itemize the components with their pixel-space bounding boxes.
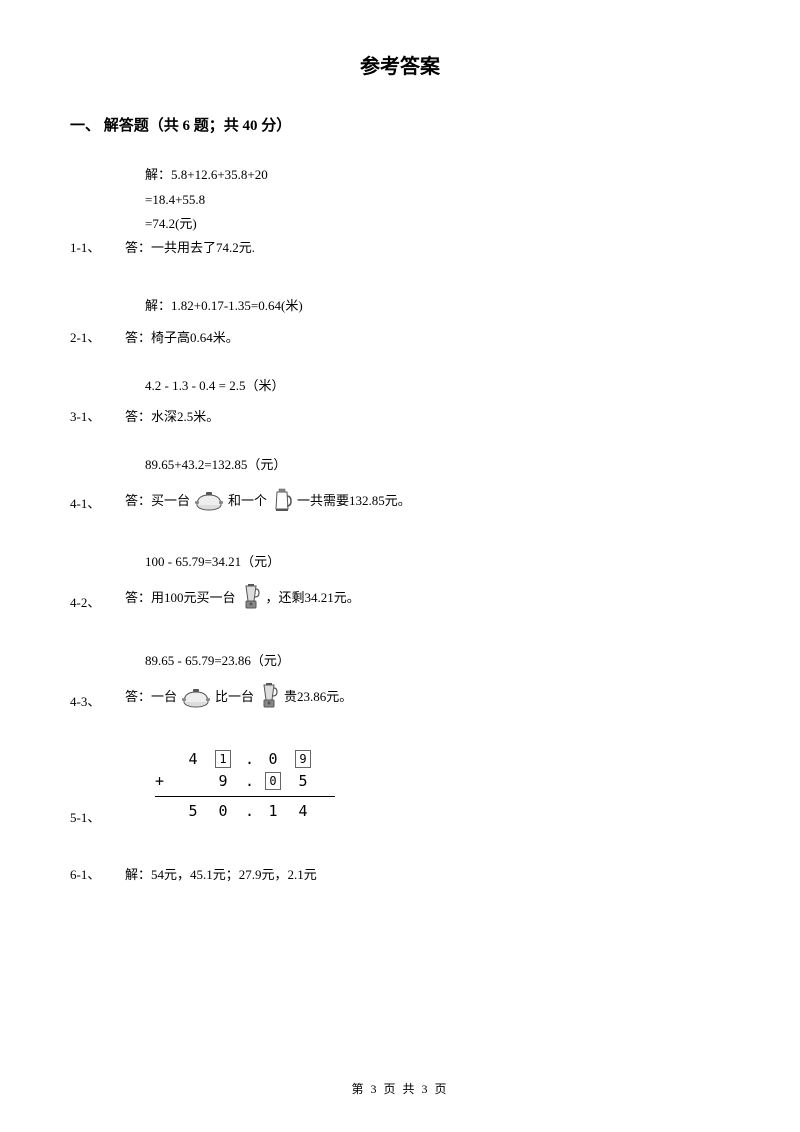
kettle-icon [271,486,293,512]
q5-r3c4: 1 [265,800,281,823]
q5-r2c5: 5 [295,770,311,793]
blender-icon [240,583,262,611]
q4-3-line1: 89.65 - 65.79=23.86（元） [145,649,730,674]
q5-r1c4: 0 [265,748,281,771]
q5-row1: 4 1 . 0 9 [155,748,730,771]
q4-1-line2: 答：买一台 和一个 一共需要132.85元。 [125,486,411,512]
q3-label: 3-1、 [70,406,125,425]
section-header: 一、 解答题（共 6 题；共 40 分） [70,114,730,135]
q5-r1c1: 4 [185,748,201,771]
q5-r3c5: 4 [295,800,311,823]
q5-row2: + 9 . 0 5 [155,770,730,793]
q5-r2c4-box: 0 [265,772,281,790]
q1-line2: =18.4+55.8 [145,188,730,213]
q4-3-text-a: 答：一台 [125,686,177,705]
q1-line3: =74.2(元) [145,212,730,237]
q4-2-label: 4-2、 [70,592,125,611]
answer-q5: 4 1 . 0 9 + 9 . 0 5 5 0 . 1 4 5-1、 [70,748,730,827]
q4-3-text-b: 比一台 [215,686,254,705]
q3-line2-row: 3-1、 答：水深2.5米。 [70,406,730,425]
answer-q4-2: 100 - 65.79=34.21（元） 4-2、 答：用100元买一台 ，还剩… [70,550,730,611]
q5-r3c2: 0 [215,800,231,823]
q6-label: 6-1、 [70,864,125,883]
q4-3-text-c: 贵23.86元。 [284,686,352,705]
q4-1-label: 4-1、 [70,493,125,512]
q4-2-line2: 答：用100元买一台 ，还剩34.21元。 [125,583,360,611]
answer-q2: 解：1.82+0.17-1.35=0.64(米) 2-1、 答：椅子高0.64米… [70,294,730,346]
answer-q6: 6-1、 解：54元，45.1元；27.9元，2.1元 [70,864,730,883]
q5-r3-dot: . [245,800,251,823]
q4-3-line2-row: 4-3、 答：一台 比一台 [70,682,730,710]
answer-q4-3: 89.65 - 65.79=23.86（元） 4-3、 答：一台 比一台 [70,649,730,710]
q4-1-text-b: 和一个 [228,490,267,509]
q4-1-text-a: 答：买一台 [125,490,190,509]
q5-r3c1: 5 [185,800,201,823]
rice-cooker-icon [181,684,211,708]
blender-icon [258,682,280,710]
q2-line1: 解：1.82+0.17-1.35=0.64(米) [145,294,730,319]
q5-label-row: 5-1、 [70,807,730,826]
q4-3-label: 4-3、 [70,691,125,710]
q5-r1-dot: . [245,748,251,771]
q5-r2-dot: . [245,770,251,793]
q6-row: 6-1、 解：54元，45.1元；27.9元，2.1元 [70,864,730,883]
answer-q4-1: 89.65+43.2=132.85（元） 4-1、 答：买一台 和一个 [70,453,730,512]
q4-3-line2: 答：一台 比一台 贵23.8 [125,682,352,710]
page-footer: 第 3 页 共 3 页 [0,1080,800,1097]
q4-1-line1: 89.65+43.2=132.85（元） [145,453,730,478]
q3-line2: 答：水深2.5米。 [125,406,219,425]
q1-line1: 解：5.8+12.6+35.8+20 [145,163,730,188]
page-title: 参考答案 [70,50,730,79]
q5-plus: + [155,770,171,793]
q3-line1: 4.2 - 1.3 - 0.4 = 2.5（米） [145,374,730,399]
q5-r1c5-box: 9 [295,750,311,768]
q4-2-line1: 100 - 65.79=34.21（元） [145,550,730,575]
q4-2-line2-row: 4-2、 答：用100元买一台 ，还剩34.21元。 [70,583,730,611]
q4-2-text-a: 答：用100元买一台 [125,587,236,606]
q1-label: 1-1、 [70,237,125,256]
q1-line4-row: 1-1、 答：一共用去了74.2元. [70,237,730,256]
q6-line1: 解：54元，45.1元；27.9元，2.1元 [125,864,317,883]
q2-line2-row: 2-1、 答：椅子高0.64米。 [70,327,730,346]
q5-hline [155,796,335,797]
q5-r1c2-box: 1 [215,750,231,768]
rice-cooker-icon [194,487,224,511]
q5-r2c2: 9 [215,770,231,793]
q5-label: 5-1、 [70,807,125,826]
q1-line4: 答：一共用去了74.2元. [125,237,255,256]
q4-1-text-c: 一共需要132.85元。 [297,490,411,509]
q4-2-text-b: ，还剩34.21元。 [266,587,360,606]
q2-line2: 答：椅子高0.64米。 [125,327,239,346]
q2-label: 2-1、 [70,327,125,346]
answer-q3: 4.2 - 1.3 - 0.4 = 2.5（米） 3-1、 答：水深2.5米。 [70,374,730,426]
answer-q1: 解：5.8+12.6+35.8+20 =18.4+55.8 =74.2(元) 1… [70,163,730,256]
q4-1-line2-row: 4-1、 答：买一台 和一个 [70,486,730,512]
